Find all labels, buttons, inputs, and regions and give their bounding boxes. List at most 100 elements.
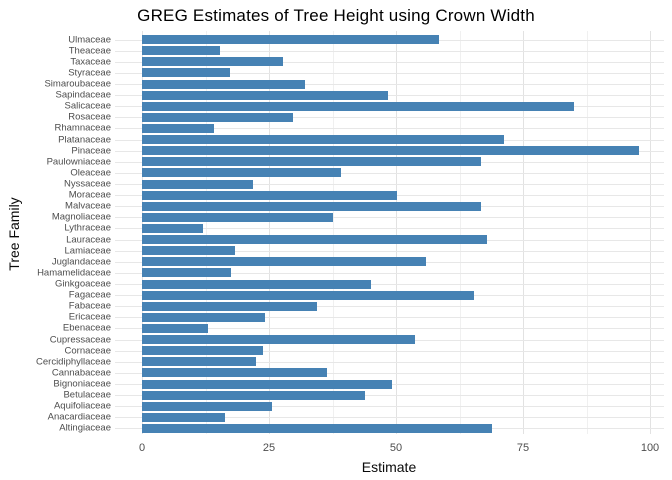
y-axis-labels: Ulmaceae Theaceae Taxaceae Styraceae Simarou… xyxy=(0,0,111,480)
y-tick-label: Bignoniaceae xyxy=(53,378,111,390)
bar-styraceae xyxy=(142,68,230,78)
y-tick-label: Cercidiphyllaceae xyxy=(36,356,111,368)
row-gridline xyxy=(115,406,664,408)
y-tick-label: Simaroubaceae xyxy=(44,78,111,90)
bar-oleaceae xyxy=(142,168,341,178)
plot-panel xyxy=(115,31,664,434)
row-gridline xyxy=(115,228,664,230)
y-tick-label: Betulaceae xyxy=(63,389,111,401)
y-tick-label: Moraceae xyxy=(68,189,111,201)
minor-gridline xyxy=(459,31,461,434)
row-gridline xyxy=(115,117,664,119)
row-gridline xyxy=(115,372,664,374)
x-tick-label: 75 xyxy=(516,442,530,454)
y-tick-label: Sapindaceae xyxy=(55,89,111,101)
bar-hamamelidaceae xyxy=(142,268,231,278)
y-tick-label: Oleaceae xyxy=(70,167,111,179)
row-gridline xyxy=(115,217,664,219)
bar-ebenaceae xyxy=(142,323,208,333)
major-gridline xyxy=(269,31,270,434)
row-gridline xyxy=(115,317,664,319)
bar-juglandaceae xyxy=(142,257,426,267)
x-tick-label: 100 xyxy=(640,442,660,454)
y-tick-label: Ulmaceae xyxy=(68,34,111,46)
row-gridline xyxy=(115,172,664,174)
bar-cupressaceae xyxy=(142,335,415,345)
row-gridline xyxy=(115,61,664,63)
y-tick-label: Magnoliaceae xyxy=(51,211,111,223)
bar-betulaceae xyxy=(142,390,365,400)
row-gridline xyxy=(115,72,664,74)
y-tick-label: Taxaceae xyxy=(70,56,111,68)
y-tick-label: Altingiaceae xyxy=(59,422,111,434)
y-tick-label: Hamamelidaceae xyxy=(37,267,111,279)
y-tick-label: Rhamnaceae xyxy=(54,122,111,134)
row-gridline xyxy=(115,184,664,185)
bar-pinaceae xyxy=(142,146,639,156)
bar-lauraceae xyxy=(142,235,487,245)
y-tick-label: Ebenaceae xyxy=(62,322,111,334)
y-axis-title: Tree Family xyxy=(6,197,22,271)
bar-malvaceae xyxy=(142,201,481,211)
x-tick-label: 0 xyxy=(138,442,146,454)
x-tick-label: 25 xyxy=(262,442,276,454)
y-tick-label: Cornaceae xyxy=(64,345,111,357)
bar-platanaceae xyxy=(142,135,505,145)
row-gridline xyxy=(115,328,664,330)
y-tick-label: Platanaceae xyxy=(58,134,111,146)
row-gridline xyxy=(115,272,664,274)
bar-bignoniaceae xyxy=(142,379,393,389)
y-tick-label: Fabaceae xyxy=(68,300,111,312)
y-tick-label: Lauraceae xyxy=(66,234,111,246)
bar-salicaceae xyxy=(142,101,574,111)
major-gridline xyxy=(396,31,397,434)
y-tick-label: Styraceae xyxy=(68,67,111,79)
y-tick-label: Ginkgoaceae xyxy=(55,278,111,290)
x-axis-title: Estimate xyxy=(361,459,417,475)
bar-nyssaceae xyxy=(142,179,253,189)
bar-fabaceae xyxy=(142,301,317,311)
y-tick-label: Aquifoliaceae xyxy=(53,400,111,412)
y-tick-label: Juglandaceae xyxy=(51,256,111,268)
y-tick-label: Paulowniaceae xyxy=(46,156,111,168)
row-gridline xyxy=(115,95,664,97)
y-tick-label: Pinaceae xyxy=(71,145,111,157)
y-tick-label: Anacardiaceae xyxy=(47,411,111,423)
bar-sapindaceae xyxy=(142,90,388,100)
y-tick-label: Salicaceae xyxy=(64,100,111,112)
bar-ericaceae xyxy=(142,312,265,322)
bar-paulowniaceae xyxy=(142,157,481,167)
row-gridline xyxy=(115,361,664,363)
bar-simaroubaceae xyxy=(142,79,306,89)
y-tick-label: Nyssaceae xyxy=(64,178,111,190)
chart-title: GREG Estimates of Tree Height using Crow… xyxy=(137,6,535,25)
row-gridline xyxy=(115,128,664,130)
bar-moraceae xyxy=(142,190,397,200)
bar-rhamnaceae xyxy=(142,123,215,133)
y-tick-label: Ericaceae xyxy=(68,311,111,323)
row-gridline xyxy=(115,284,664,285)
y-tick-label: Theaceae xyxy=(68,45,111,57)
bar-lythraceae xyxy=(142,223,203,233)
minor-gridline xyxy=(332,31,334,434)
bar-cannabaceae xyxy=(142,368,327,378)
bar-ginkgoaceae xyxy=(142,279,372,289)
bar-cornaceae xyxy=(142,346,263,356)
row-gridline xyxy=(115,350,664,352)
bar-aquifoliaceae xyxy=(142,401,272,411)
major-gridline xyxy=(523,31,524,434)
y-tick-label: Malvaceae xyxy=(65,200,111,212)
bar-magnoliaceae xyxy=(142,212,333,222)
y-tick-label: Fagaceae xyxy=(68,289,111,301)
minor-gridline xyxy=(205,31,207,434)
x-tick-label: 50 xyxy=(389,442,403,454)
major-gridline xyxy=(650,31,651,434)
bar-ulmaceae xyxy=(142,35,440,45)
bar-theaceae xyxy=(142,46,221,56)
row-gridline xyxy=(115,417,664,419)
y-tick-label: Cannabaceae xyxy=(51,367,111,379)
bar-fagaceae xyxy=(142,290,474,300)
row-gridline xyxy=(115,50,664,52)
bar-lamiaceae xyxy=(142,246,235,256)
